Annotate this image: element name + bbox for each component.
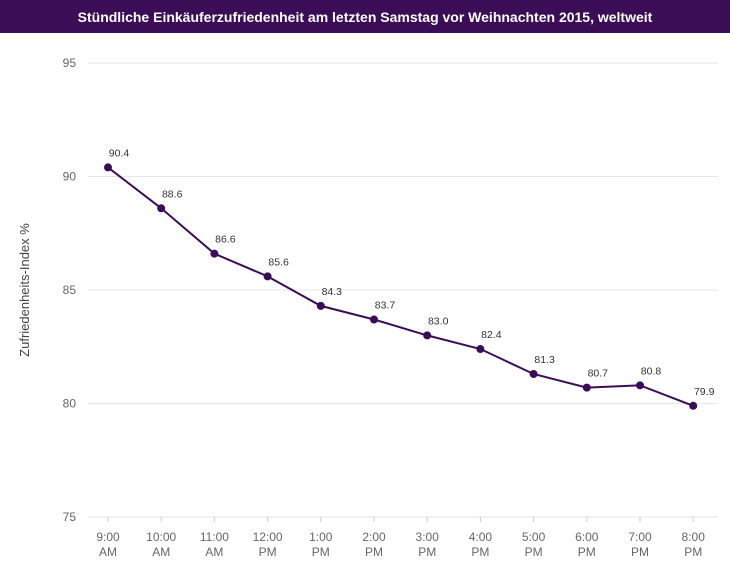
data-label: 82.4 bbox=[481, 329, 502, 341]
data-point[interactable] bbox=[370, 315, 378, 324]
data-point[interactable] bbox=[582, 383, 591, 392]
x-tick-label: 5:00 PM bbox=[522, 530, 546, 559]
x-tick-label: 1:00 PM bbox=[309, 530, 333, 559]
y-tick-label: 90 bbox=[63, 170, 77, 184]
data-label: 85.6 bbox=[268, 256, 289, 268]
data-label: 90.4 bbox=[109, 147, 130, 159]
y-axis: 75 80 85 90 95 bbox=[63, 56, 77, 524]
x-tick-label: 12:00 PM bbox=[253, 530, 283, 559]
x-tick-label: 6:00 PM bbox=[575, 530, 599, 559]
data-label: 79.9 bbox=[694, 386, 715, 398]
y-tick-label: 95 bbox=[63, 56, 77, 70]
y-tick-label: 85 bbox=[63, 283, 77, 297]
data-point[interactable] bbox=[316, 301, 325, 310]
chart-title: Stündliche Einkäuferzufriedenheit am let… bbox=[0, 0, 730, 33]
gridlines bbox=[88, 62, 718, 518]
data-point[interactable] bbox=[529, 369, 538, 378]
y-axis-title: Zufriedenheits-Index % bbox=[17, 223, 32, 357]
series-group: 90.4 88.6 86.6 85.6 84.3 83.7 83.0 82.4 81.3 80.7… bbox=[104, 147, 715, 410]
x-tick-label: 8:00 PM bbox=[682, 530, 706, 559]
x-axis: 9:00 AM 10:00 AM 11:00 AM 12:00 PM 1:00 PM 2:00 PM 3… bbox=[96, 517, 705, 559]
data-point[interactable] bbox=[423, 331, 432, 340]
data-label: 80.7 bbox=[588, 368, 609, 380]
x-tick-label: 4:00 PM bbox=[469, 530, 493, 559]
data-point[interactable] bbox=[104, 163, 112, 172]
data-label: 81.3 bbox=[534, 354, 555, 366]
x-tick-label: 10:00 AM bbox=[146, 530, 176, 559]
data-point[interactable] bbox=[210, 249, 219, 258]
x-tick-label: 11:00 AM bbox=[200, 530, 229, 559]
data-label: 88.6 bbox=[162, 188, 183, 200]
data-point[interactable] bbox=[636, 381, 644, 390]
y-tick-label: 80 bbox=[63, 397, 77, 411]
x-tick-label: 3:00 PM bbox=[416, 530, 440, 559]
data-label: 83.0 bbox=[428, 315, 449, 327]
data-point[interactable] bbox=[263, 272, 272, 281]
data-label: 83.7 bbox=[375, 300, 396, 312]
data-label: 84.3 bbox=[322, 286, 343, 298]
y-tick-label: 75 bbox=[63, 510, 77, 524]
data-point[interactable] bbox=[689, 401, 698, 410]
data-label: 80.8 bbox=[641, 365, 662, 377]
data-point[interactable] bbox=[476, 345, 485, 354]
x-tick-label: 2:00 PM bbox=[362, 530, 386, 559]
x-tick-label: 7:00 PM bbox=[628, 530, 652, 559]
series-line bbox=[107, 166, 694, 407]
data-point[interactable] bbox=[157, 204, 166, 213]
x-tick-label: 9:00 AM bbox=[96, 530, 120, 559]
data-label: 86.6 bbox=[215, 234, 236, 246]
